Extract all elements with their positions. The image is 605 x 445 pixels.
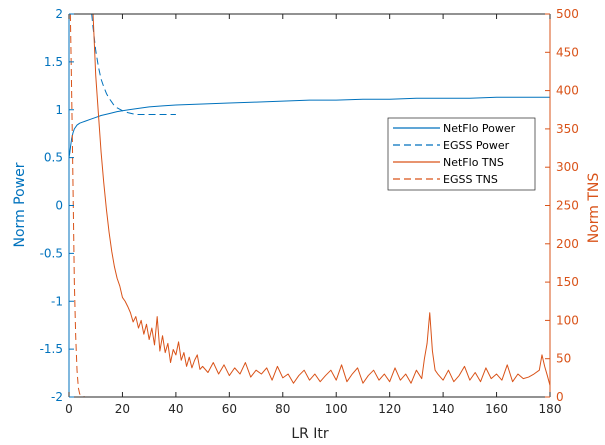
y-right-tick-label: 200 [556,237,579,251]
x-axis-title: LR Itr [291,426,329,442]
legend-label-netflo-power: NetFlo Power [443,122,516,135]
y-left-tick-label: 0.5 [44,151,63,165]
y-right-tick-label: 100 [556,313,579,327]
y-right-tick-label: 350 [556,122,579,136]
y-left-tick-label: -1.5 [40,342,63,356]
y-left-tick-label: 0 [55,199,63,213]
y-right-axis-title: Norm TNS [586,173,602,244]
y-left-axis-title: Norm Power [12,162,28,247]
legend-label-egss-tns: EGSS TNS [443,173,498,186]
x-tick-label: 80 [275,402,290,416]
legend-label-netflo-tns: NetFlo TNS [443,156,504,169]
legend: NetFlo Power EGSS Power NetFlo TNS EGSS … [388,118,535,190]
x-tick-label: 20 [115,402,130,416]
legend-label-egss-power: EGSS Power [443,139,510,152]
y-right-tick-label: 0 [556,390,564,404]
y-left-tick-label: 2 [55,7,63,21]
x-tick-label: 100 [325,402,348,416]
x-tick-label: 60 [222,402,237,416]
y-right-tick-label: 300 [556,160,579,174]
y-right-tick-label: 500 [556,7,579,21]
x-tick-label: 120 [378,402,401,416]
y-right-tick-label: 150 [556,275,579,289]
y-left-tick-label: 1 [55,103,63,117]
x-tick-label: 140 [432,402,455,416]
y-right-tick-label: 450 [556,45,579,59]
x-tick-label: 0 [65,402,73,416]
x-tick-label: 40 [168,402,183,416]
y-right-tick-label: 250 [556,199,579,213]
y-left-tick-label: 1.5 [44,55,63,69]
y-right-tick-label: 400 [556,84,579,98]
y-left-tick-label: -1 [51,294,63,308]
x-tick-label: 160 [485,402,508,416]
x-tick-label: 180 [539,402,562,416]
y-right-tick-label: 50 [556,352,571,366]
y-left-tick-label: -2 [51,390,63,404]
y-left-tick-label: -0.5 [40,246,63,260]
